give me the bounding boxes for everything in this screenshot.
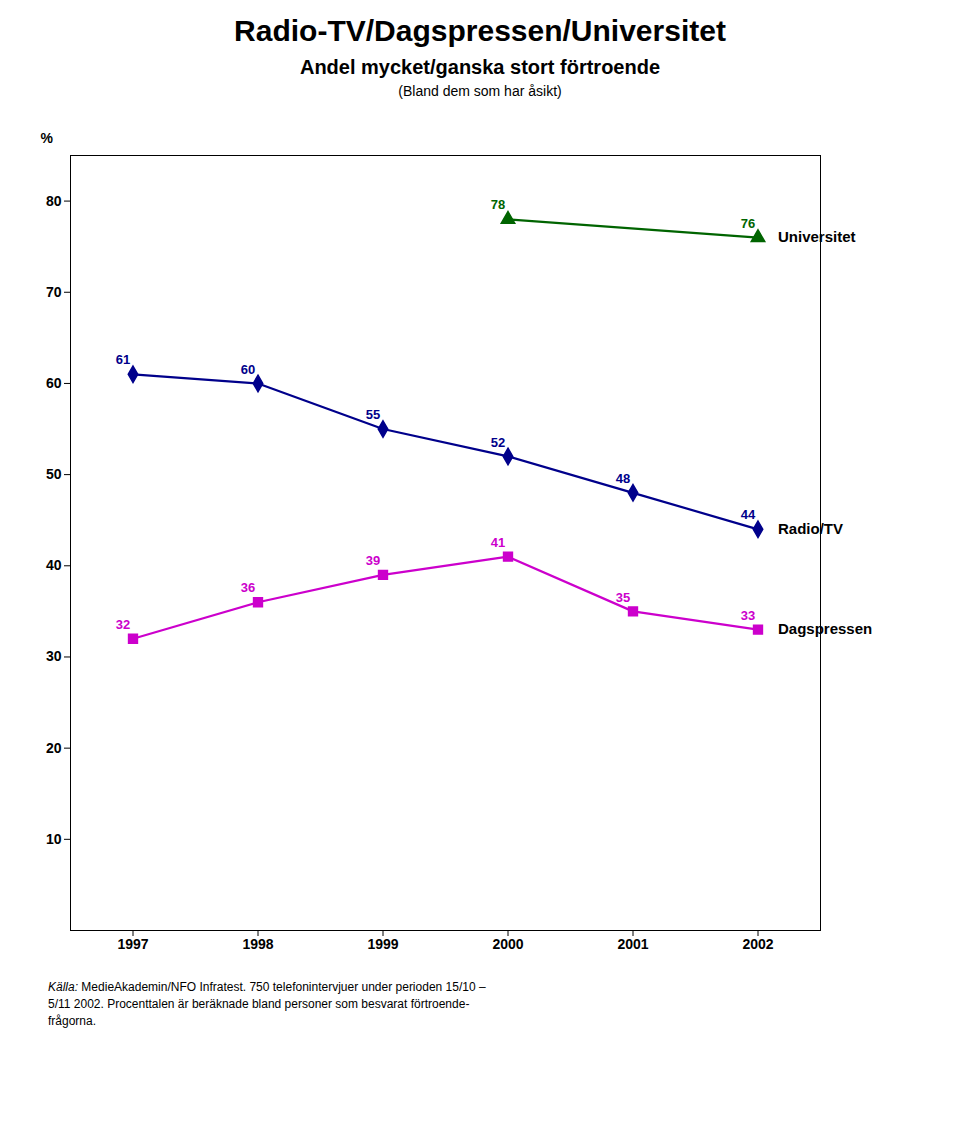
svg-text:55: 55	[366, 407, 380, 422]
svg-text:30: 30	[46, 648, 62, 664]
svg-text:%: %	[41, 130, 54, 146]
svg-text:76: 76	[741, 216, 755, 231]
html-text:Radio-TV/Dagspressen/Universit: Radio-TV/Dagspressen/Universitet	[234, 14, 726, 47]
svg-text:60: 60	[241, 362, 255, 377]
svg-text:1997: 1997	[117, 936, 148, 952]
svg-text:Universitet: Universitet	[778, 228, 856, 245]
svg-text:33: 33	[741, 608, 755, 623]
svg-text:2002: 2002	[742, 936, 773, 952]
svg-text:48: 48	[616, 471, 630, 486]
svg-text:40: 40	[46, 557, 62, 573]
svg-text:41: 41	[491, 535, 505, 550]
svg-text:50: 50	[46, 466, 62, 482]
svg-text:78: 78	[491, 197, 505, 212]
svg-text:20: 20	[46, 740, 62, 756]
svg-text:Dagspressen: Dagspressen	[778, 620, 872, 637]
svg-text:80: 80	[46, 193, 62, 209]
svg-text:2001: 2001	[617, 936, 648, 952]
svg-text:2000: 2000	[492, 936, 523, 952]
svg-text:61: 61	[116, 352, 130, 367]
svg-text:60: 60	[46, 375, 62, 391]
svg-text:44: 44	[741, 507, 756, 522]
svg-text:32: 32	[116, 617, 130, 632]
svg-text:36: 36	[241, 580, 255, 595]
svg-text:1998: 1998	[242, 936, 273, 952]
svg-text:Radio/TV: Radio/TV	[778, 520, 843, 537]
svg-text:1999: 1999	[367, 936, 398, 952]
html-text:(Bland dem som har åsikt): (Bland dem som har åsikt)	[398, 83, 562, 99]
svg-text:35: 35	[616, 590, 630, 605]
svg-text:70: 70	[46, 284, 62, 300]
html-text:Källa: MedieAkademin/NFO Infra: Källa: MedieAkademin/NFO Infratest. 750 …	[48, 980, 486, 1028]
svg-text:10: 10	[46, 831, 62, 847]
svg-text:52: 52	[491, 435, 505, 450]
svg-text:39: 39	[366, 553, 380, 568]
html-text:Andel mycket/ganska stort fört: Andel mycket/ganska stort förtroende	[300, 56, 660, 78]
